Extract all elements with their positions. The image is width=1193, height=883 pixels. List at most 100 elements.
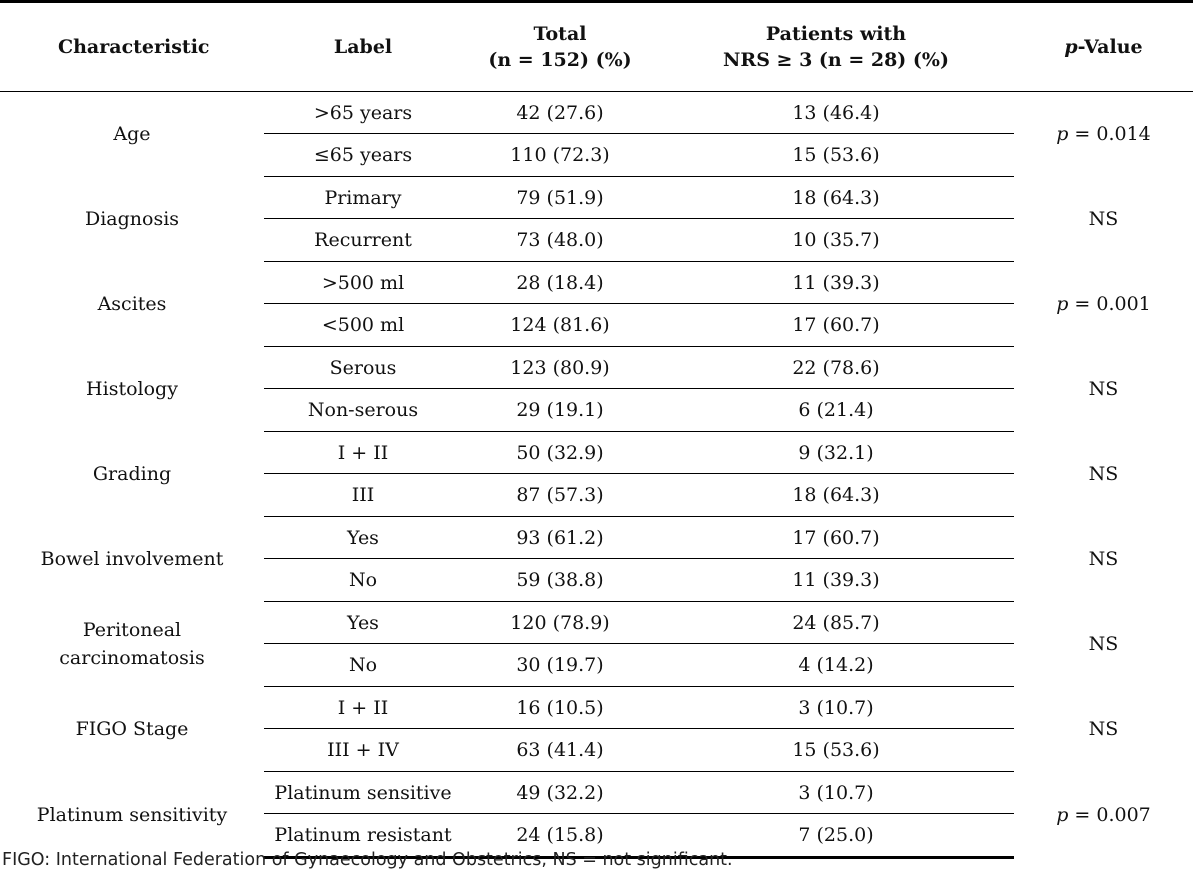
characteristic-cell: Peritoneal carcinomatosis — [59, 619, 205, 669]
total-cell: 73 (48.0) — [462, 218, 658, 262]
label-cell: III + IV — [264, 728, 462, 772]
label-cell: <500 ml — [264, 303, 462, 347]
label-cell: Yes — [264, 516, 462, 559]
total-cell: 29 (19.1) — [462, 388, 658, 432]
label-cell: >500 ml — [264, 261, 462, 304]
patients-cell: 22 (78.6) — [658, 346, 1014, 389]
p-symbol: p — [1056, 293, 1069, 315]
header-total-line1: Total — [533, 23, 587, 45]
table-row: FIGO Stage I + II 16 (10.5) 3 (10.7) NS — [0, 686, 1193, 740]
total-cell: 42 (27.6) — [462, 91, 658, 134]
label-cell: III — [264, 473, 462, 517]
characteristic-cell: Histology — [86, 378, 178, 400]
table-row: Recurrent 73 (48.0) 10 (35.7) — [0, 218, 1193, 262]
pvalue-cell: p = 0.007 — [1056, 803, 1151, 826]
total-cell: 28 (18.4) — [462, 261, 658, 304]
label-cell: >65 years — [264, 91, 462, 134]
label-cell: Recurrent — [264, 218, 462, 262]
label-cell: Platinum resistant — [264, 813, 462, 859]
header-patients-line1: Patients with — [765, 23, 907, 45]
patients-cell: 18 (64.3) — [658, 473, 1014, 517]
patients-cell: 18 (64.3) — [658, 176, 1014, 219]
characteristic-cell: FIGO Stage — [75, 718, 189, 740]
label-cell: Yes — [264, 601, 462, 644]
table-row: III + IV 63 (41.4) 15 (53.6) — [0, 728, 1193, 772]
header-patients: Patients with NRS ≥ 3 (n = 28) (%) — [658, 0, 1014, 92]
patients-cell: 13 (46.4) — [658, 91, 1014, 134]
total-cell: 63 (41.4) — [462, 728, 658, 772]
table-row: III 87 (57.3) 18 (64.3) — [0, 473, 1193, 517]
table-row: <500 ml 124 (81.6) 17 (60.7) — [0, 303, 1193, 347]
total-cell: 110 (72.3) — [462, 133, 658, 177]
total-cell: 124 (81.6) — [462, 303, 658, 347]
label-cell: Non-serous — [264, 388, 462, 432]
patients-cell: 11 (39.3) — [658, 261, 1014, 304]
table-row: Non-serous 29 (19.1) 6 (21.4) — [0, 388, 1193, 432]
patients-cell: 17 (60.7) — [658, 303, 1014, 347]
pvalue-cell: p = 0.014 — [1056, 123, 1151, 146]
header-row: Characteristic Label Total (n = 152) (%)… — [0, 0, 1193, 92]
total-cell: 123 (80.9) — [462, 346, 658, 389]
patients-cell: 11 (39.3) — [658, 558, 1014, 602]
p-symbol: p — [1056, 123, 1069, 146]
total-cell: 87 (57.3) — [462, 473, 658, 517]
table-row: Platinum resistant 24 (15.8) 7 (25.0) — [0, 813, 1193, 859]
header-total-line2: (n = 152) (%) — [488, 49, 632, 71]
total-cell: 120 (78.9) — [462, 601, 658, 644]
patients-cell: 3 (10.7) — [658, 686, 1014, 729]
table-row: Ascites >500 ml 28 (18.4) 11 (39.3) p = 0.00… — [0, 261, 1193, 315]
pvalue-cell: NS — [1088, 718, 1119, 740]
patients-cell: 24 (85.7) — [658, 601, 1014, 644]
pvalue-cell: NS — [1088, 208, 1119, 230]
header-pvalue-rest: -Value — [1077, 36, 1143, 58]
header-patients-line2: NRS ≥ 3 (n = 28) (%) — [723, 49, 949, 71]
total-cell: 79 (51.9) — [462, 176, 658, 219]
label-cell: Serous — [264, 346, 462, 389]
table-row: Peritoneal carcinomatosis Yes 120 (78.9) 24… — [0, 601, 1193, 669]
header-label: Label — [264, 0, 462, 92]
total-cell: 50 (32.9) — [462, 431, 658, 474]
table-row: Diagnosis Primary 79 (51.9) 18 (64.3) NS — [0, 176, 1193, 230]
header-pvalue-p: p — [1064, 36, 1078, 58]
total-cell: 24 (15.8) — [462, 813, 658, 859]
table-row: Bowel involvement Yes 93 (61.2) 17 (60.7) NS — [0, 516, 1193, 570]
pvalue-cell: NS — [1088, 633, 1119, 655]
label-cell: ≤65 years — [264, 133, 462, 177]
label-cell: No — [264, 558, 462, 602]
patients-cell: 6 (21.4) — [658, 388, 1014, 432]
table-row: No 30 (19.7) 4 (14.2) — [0, 643, 1193, 687]
patients-cell: 15 (53.6) — [658, 133, 1014, 177]
patient-characteristics-table: Characteristic Label Total (n = 152) (%)… — [0, 0, 1193, 859]
patients-cell: 9 (32.1) — [658, 431, 1014, 474]
header-total: Total (n = 152) (%) — [462, 0, 658, 92]
patients-cell: 4 (14.2) — [658, 643, 1014, 687]
table-row: Age >65 years 42 (27.6) 13 (46.4) p = 0.014 — [0, 91, 1193, 145]
characteristic-cell: Ascites — [97, 293, 167, 315]
total-cell: 59 (38.8) — [462, 558, 658, 602]
patients-cell: 15 (53.6) — [658, 728, 1014, 772]
label-cell: Primary — [264, 176, 462, 219]
label-cell: No — [264, 643, 462, 687]
header-characteristic: Characteristic — [0, 0, 264, 92]
patients-cell: 3 (10.7) — [658, 771, 1014, 814]
label-cell: I + II — [264, 431, 462, 474]
pvalue-cell: NS — [1088, 463, 1119, 485]
label-cell: I + II — [264, 686, 462, 729]
total-cell: 30 (19.7) — [462, 643, 658, 687]
table-row: Platinum sensitivity Platinum sensitive 49… — [0, 771, 1193, 826]
pvalue-cell: p = 0.001 — [1056, 293, 1151, 315]
patients-cell: 10 (35.7) — [658, 218, 1014, 262]
table-body: Age >65 years 42 (27.6) 13 (46.4) p = 0.014 ≤… — [0, 91, 1193, 859]
table-row: No 59 (38.8) 11 (39.3) — [0, 558, 1193, 602]
characteristic-cell: Platinum sensitivity — [36, 803, 228, 826]
characteristic-cell: Diagnosis — [84, 208, 180, 230]
table-row: Histology Serous 123 (80.9) 22 (78.6) NS — [0, 346, 1193, 400]
characteristic-cell: Grading — [92, 463, 172, 485]
characteristic-cell: Age — [113, 123, 151, 146]
pvalue-cell: NS — [1088, 548, 1119, 570]
pvalue-cell: NS — [1088, 378, 1119, 400]
table-row: ≤65 years 110 (72.3) 15 (53.6) — [0, 133, 1193, 177]
p-symbol: p — [1056, 803, 1069, 826]
total-cell: 93 (61.2) — [462, 516, 658, 559]
characteristic-cell: Bowel involvement — [40, 548, 224, 570]
